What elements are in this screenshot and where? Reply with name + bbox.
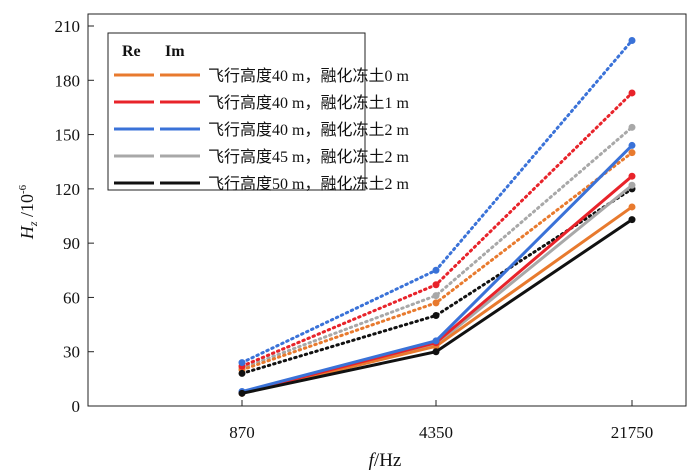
x-tick-label: 4350 bbox=[419, 423, 453, 442]
series-im-point bbox=[432, 292, 440, 300]
series-im-point bbox=[628, 149, 636, 157]
series-re-point bbox=[628, 172, 636, 180]
series-re-point bbox=[628, 141, 636, 149]
series-im-point bbox=[238, 359, 246, 367]
y-tick-label: 120 bbox=[55, 180, 81, 199]
plot-frame bbox=[87, 13, 687, 407]
y-tick-label: 210 bbox=[55, 17, 81, 36]
legend-header-re: Re bbox=[122, 43, 141, 60]
x-axis-label: f/Hz bbox=[369, 450, 402, 471]
series-re-point bbox=[238, 389, 246, 397]
series-re-point bbox=[432, 337, 440, 345]
series-re-line bbox=[241, 184, 633, 394]
legend-label: 飞行高度40 m，融化冻土0 m bbox=[208, 67, 409, 85]
x-tick-label: 870 bbox=[229, 423, 255, 442]
series-im-point bbox=[628, 123, 636, 131]
y-axis-label: Hz /10-6 bbox=[17, 184, 40, 240]
series-re-point bbox=[628, 181, 636, 189]
series-im-line bbox=[240, 125, 634, 370]
series-im-point bbox=[432, 266, 440, 274]
legend-label: 飞行高度45 m，融化冻土2 m bbox=[208, 148, 409, 166]
legend-label: 飞行高度40 m，融化冻土2 m bbox=[208, 121, 409, 139]
series-re-point bbox=[432, 348, 440, 356]
legend-label: 飞行高度50 m，融化冻土2 m bbox=[208, 175, 409, 193]
x-tick-label: 21750 bbox=[611, 423, 654, 442]
y-tick-label: 30 bbox=[63, 343, 80, 362]
y-tick-label: 180 bbox=[55, 71, 81, 90]
y-tick-label: 0 bbox=[72, 397, 81, 416]
series-re-point bbox=[628, 216, 636, 224]
series-re-point bbox=[628, 203, 636, 211]
y-tick-label: 90 bbox=[63, 234, 80, 253]
legend-header-im: Im bbox=[165, 43, 185, 60]
series-im-point bbox=[432, 312, 440, 320]
series-im-point bbox=[238, 369, 246, 377]
series-im-point bbox=[628, 89, 636, 97]
legend-label: 飞行高度40 m，融化冻土1 m bbox=[208, 94, 409, 112]
series-re-line bbox=[241, 218, 633, 395]
y-tick-label: 60 bbox=[63, 288, 80, 307]
y-tick-label: 150 bbox=[55, 126, 81, 145]
series-im-point bbox=[432, 281, 440, 289]
series-im-point bbox=[628, 36, 636, 44]
legend-box bbox=[107, 32, 366, 191]
series-im-point bbox=[432, 299, 440, 307]
